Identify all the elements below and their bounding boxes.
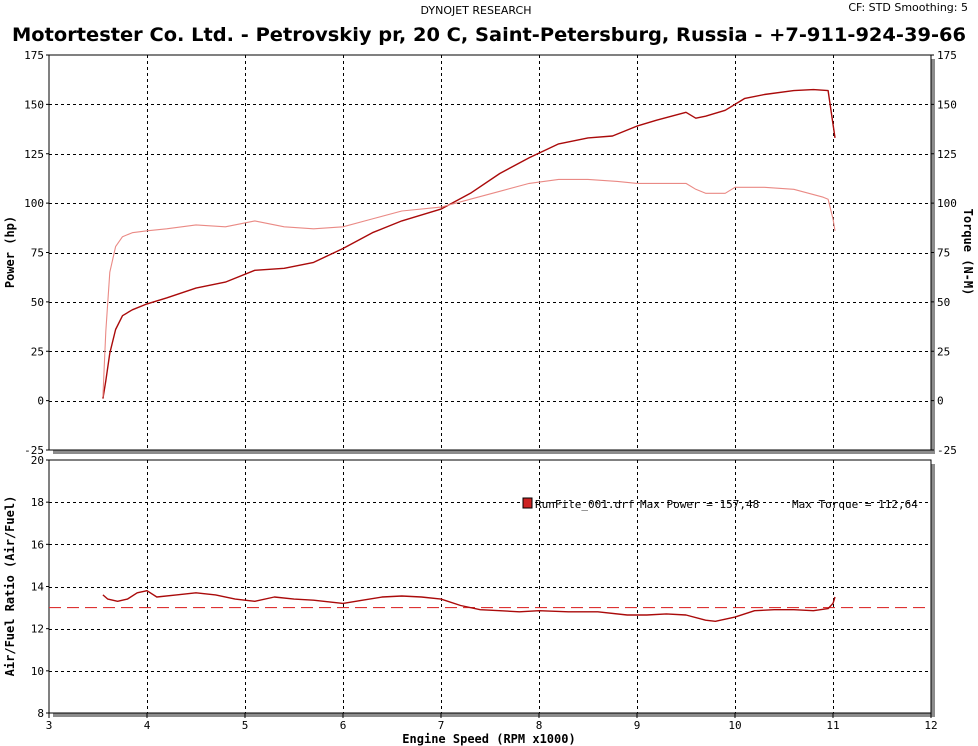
afr-curve: [102, 590, 836, 622]
y-axis-label-torque: Torque (N-M): [961, 209, 975, 296]
power-torque-panel: -25 0 25 50 75 100 125 150 175 -25 0 25 50 75 100 125 1…: [24, 49, 957, 457]
y-tick-label: 20: [31, 454, 44, 467]
x-tick-label: 5: [242, 719, 249, 732]
y-axis-label-power: Power (hp): [3, 216, 17, 288]
y-axis-right: -25 0 25 50 75 100 125 150 175: [931, 49, 957, 457]
y-tick-label: -25: [24, 444, 44, 457]
grid-lines: [49, 460, 931, 713]
curves: [102, 88, 836, 399]
settings-label: CF: STD Smoothing: 5: [848, 1, 968, 14]
y-tick-label: 25: [937, 345, 950, 358]
legend-max-power: Max Power = 157,48: [640, 498, 759, 511]
x-tick-label: 8: [536, 719, 543, 732]
x-axis-label: Engine Speed (RPM x1000): [402, 732, 575, 746]
y-tick-label: 75: [937, 247, 950, 260]
y-tick-label: 50: [31, 296, 44, 309]
y-tick-label: 175: [937, 49, 957, 62]
y-tick-label: 150: [937, 98, 957, 111]
x-tick-label: 4: [144, 719, 151, 732]
y-tick-label: 12: [31, 623, 44, 636]
y-tick-label: 25: [31, 345, 44, 358]
chart-title: Motortester Co. Ltd. - Petrovskiy pr, 20…: [12, 24, 966, 46]
legend-marker-icon: [522, 497, 533, 509]
x-tick-label: 6: [340, 719, 347, 732]
y-tick-label: 10: [31, 665, 44, 678]
x-axis: 3 4 5 6 7 8 9 10 11 12: [46, 713, 938, 732]
legend-run-label: RunFile_001.drf: [535, 498, 634, 511]
y-tick-label: 125: [24, 148, 44, 161]
y-axis-label-afr: Air/Fuel Ratio (Air/Fuel): [3, 496, 17, 677]
x-tick-label: 12: [924, 719, 937, 732]
y-tick-label: 18: [31, 496, 44, 509]
y-tick-label: 75: [31, 247, 44, 260]
afr-panel: 8 10 12 14 16 18 20: [31, 454, 935, 720]
grid-lines: [49, 55, 931, 450]
y-tick-label: 14: [31, 581, 45, 594]
legend-max-torque: Max Torque = 112,64: [792, 498, 918, 511]
y-tick-label: -25: [937, 444, 957, 457]
y-tick-label: 100: [937, 197, 957, 210]
y-tick-label: 175: [24, 49, 44, 62]
x-tick-label: 7: [438, 719, 445, 732]
y-tick-label: 0: [37, 395, 44, 408]
y-tick-label: 100: [24, 197, 44, 210]
y-tick-label: 16: [31, 538, 44, 551]
x-tick-label: 10: [728, 719, 741, 732]
y-tick-label: 0: [937, 395, 944, 408]
x-tick-label: 3: [46, 719, 53, 732]
legend: RunFile_001.drf Max Power = 157,48 Max T…: [522, 497, 918, 511]
plot-area: [48, 54, 932, 451]
y-axis-left: -25 0 25 50 75 100 125 150 175: [24, 49, 49, 457]
torque-curve: [102, 178, 836, 397]
y-tick-label: 50: [937, 296, 950, 309]
power-curve: [102, 88, 836, 399]
x-tick-label: 9: [634, 719, 641, 732]
y-tick-label: 8: [37, 707, 44, 720]
y-tick-label: 125: [937, 148, 957, 161]
x-tick-label: 11: [826, 719, 839, 732]
vendor-label: DYNOJET RESEARCH: [421, 4, 532, 17]
y-tick-label: 150: [24, 98, 44, 111]
curves: [49, 590, 931, 622]
y-axis-left: 8 10 12 14 16 18 20: [31, 454, 49, 720]
